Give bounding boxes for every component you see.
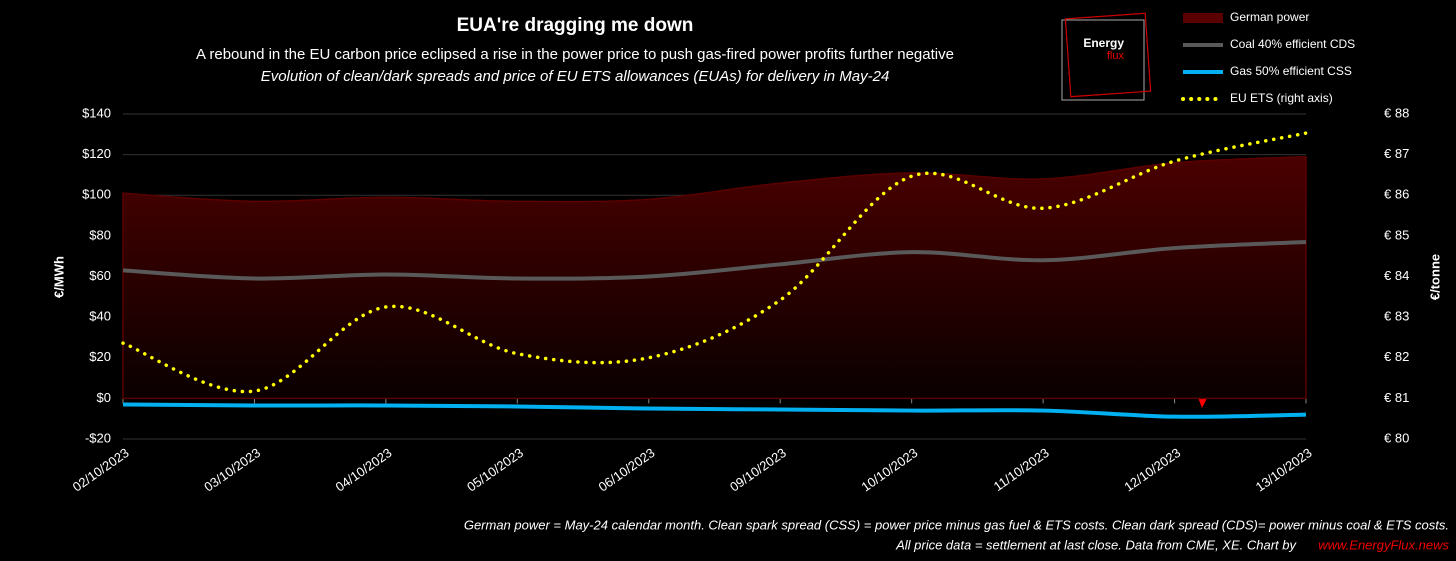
y2-tick-label: € 84 <box>1384 268 1409 283</box>
x-tick-label: 03/10/2023 <box>201 445 263 495</box>
x-tick-label: 09/10/2023 <box>727 445 789 495</box>
x-tick-label: 11/10/2023 <box>991 445 1052 494</box>
y2-tick-label: € 87 <box>1384 146 1409 161</box>
line <box>122 239 1307 281</box>
logo-text: Energy <box>1083 36 1124 50</box>
y-tick-label: $120 <box>82 146 111 161</box>
x-tick-label: 05/10/2023 <box>464 445 526 495</box>
area <box>122 155 1307 400</box>
y-tick-label: $40 <box>89 309 111 324</box>
y-axis-label: €/MWh <box>51 256 66 298</box>
y2-axis-label: €/tonne <box>1427 254 1442 300</box>
legend-label: Coal 40% efficient CDS <box>1230 37 1355 51</box>
x-tick-label: 13/10/2023 <box>1253 445 1315 495</box>
source: www.EnergyFlux.news <box>1318 537 1449 552</box>
legend-swatch <box>1183 13 1223 23</box>
x-tick-label: 06/10/2023 <box>596 445 658 495</box>
y-tick-label: $0 <box>97 390 111 405</box>
y-tick-label: -$20 <box>85 430 111 445</box>
y2-tick-label: € 80 <box>1384 430 1409 445</box>
chart-title: EUA're dragging me down <box>457 15 694 36</box>
subtitle: A rebound in the EU carbon price eclipse… <box>196 46 954 63</box>
y-tick-label: $60 <box>89 268 111 283</box>
legend-label: German power <box>1230 10 1309 24</box>
logo-text: flux <box>1107 50 1125 62</box>
y-tick-label: $140 <box>82 105 111 120</box>
y-tick-label: $100 <box>82 187 111 202</box>
line <box>122 402 1307 419</box>
x-tick-label: 12/10/2023 <box>1121 445 1183 495</box>
x-tick-label: 10/10/2023 <box>858 445 920 495</box>
y2-tick-label: € 82 <box>1384 349 1409 364</box>
footnote: German power = May-24 calendar month. Cl… <box>464 517 1449 532</box>
y2-tick-label: € 83 <box>1384 309 1409 324</box>
y2-tick-label: € 85 <box>1384 227 1409 242</box>
x-tick-label: 04/10/2023 <box>333 445 395 495</box>
y2-tick-label: € 88 <box>1384 105 1409 120</box>
logo: Energy flux <box>1061 12 1152 101</box>
y-tick-label: $80 <box>89 227 111 242</box>
legend-label: Gas 50% efficient CSS <box>1230 64 1352 78</box>
y2-tick-label: € 86 <box>1384 187 1409 202</box>
y2-tick-label: € 81 <box>1384 390 1409 405</box>
y-tick-label: $20 <box>89 349 111 364</box>
legend-label: EU ETS (right axis) <box>1230 91 1333 105</box>
subtitle: Evolution of clean/dark spreads and pric… <box>261 68 890 85</box>
x-tick-label: 02/10/2023 <box>70 445 132 495</box>
footnote: All price data = settlement at last clos… <box>895 537 1297 552</box>
